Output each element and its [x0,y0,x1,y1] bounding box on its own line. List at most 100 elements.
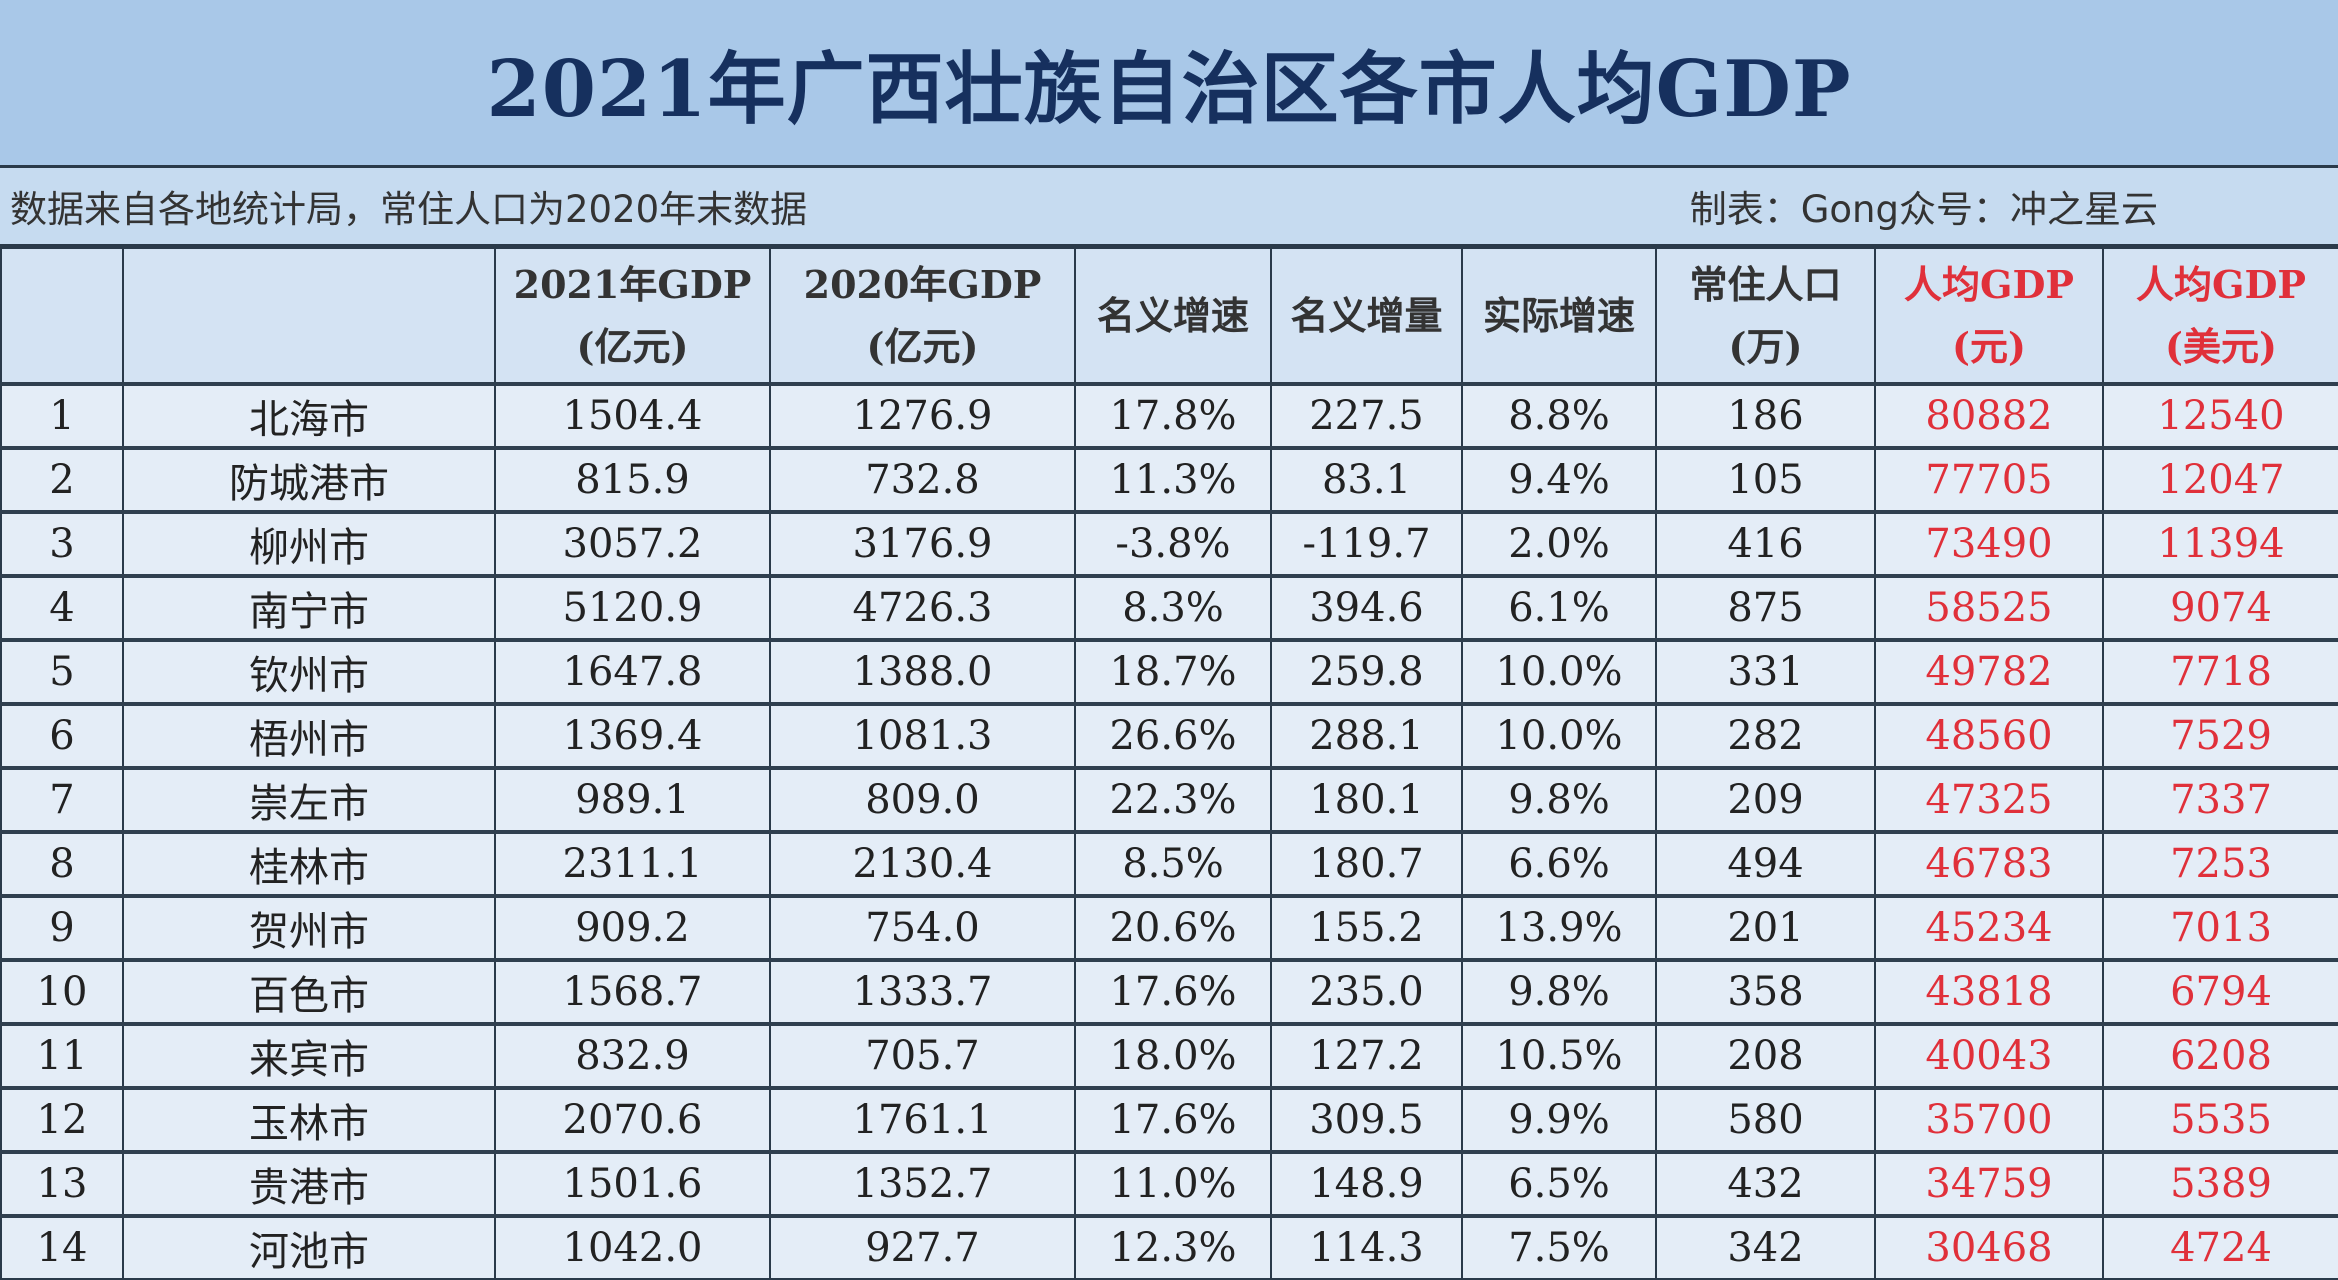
table-row: 4 南宁市 5120.9 4726.3 8.3% 394.6 6.1% 875 58525 907… [0,574,2338,641]
header-line1: 2020年GDP [803,261,1042,307]
table-row: 6 梧州市 1369.4 1081.3 26.6% 288.1 10.0% 282 48560 7… [0,702,2338,769]
header-line1: 常住人口 [1689,261,1842,307]
table-cell: 208 [1655,1022,1876,1089]
table-cell: 11394 [2102,510,2338,577]
table-row: 12 玉林市 2070.6 1761.1 17.6% 309.5 9.9% 580 35700 5… [0,1086,2338,1153]
table-cell: 12047 [2102,446,2338,513]
table-cell: 13 [0,1150,124,1217]
table-cell: 6.5% [1461,1150,1657,1217]
table-cell: 防城港市 [122,446,496,513]
table-cell: 180.1 [1270,766,1463,833]
table-cell: 127.2 [1270,1022,1463,1089]
table-cell: 百色市 [122,958,496,1025]
table-cell: 来宾市 [122,1022,496,1089]
table-row: 13 贵港市 1501.6 1352.7 11.0% 148.9 6.5% 432 34759 5… [0,1150,2338,1217]
source-note: 数据来自各地统计局，常住人口为2020年末数据 [10,188,808,231]
table-cell: 1333.7 [769,958,1076,1025]
table-cell: 309.5 [1270,1086,1463,1153]
table-cell: 17.6% [1074,958,1272,1025]
header-line1: 人均GDP [1904,261,2074,307]
table-cell: 2 [0,446,124,513]
table-cell: 288.1 [1270,702,1463,769]
table-cell: 432 [1655,1150,1876,1217]
table-row: 1 北海市 1504.4 1276.9 17.8% 227.5 8.8% 186 80882 12… [0,382,2338,449]
table-cell: 5 [0,638,124,705]
table-cell: 58525 [1874,574,2104,641]
table-cell: 1388.0 [769,638,1076,705]
table-cell: 2311.1 [494,830,771,897]
table-cell: 12540 [2102,382,2338,449]
table-cell: 45234 [1874,894,2104,961]
table-cell: 18.7% [1074,638,1272,705]
table-cell: 10.0% [1461,702,1657,769]
table-cell: 梧州市 [122,702,496,769]
table-cell: 34759 [1874,1150,2104,1217]
table-cell: 259.8 [1270,638,1463,705]
table-cell: 8 [0,830,124,897]
table-cell: 46783 [1874,830,2104,897]
header-line2: (美元) [2165,323,2277,369]
table-cell: 10.0% [1461,638,1657,705]
header-row: 2021年GDP (亿元) 2020年GDP (亿元) 名义增速 名义增量 实际增速 常住人口… [0,247,2338,385]
header-line1: 名义增速 [1096,292,1249,338]
table-cell: 玉林市 [122,1086,496,1153]
table-cell: 11.3% [1074,446,1272,513]
column-header: 实际增速 [1461,247,1657,385]
table-cell: 贺州市 [122,894,496,961]
table-cell: 40043 [1874,1022,2104,1089]
table-cell: 832.9 [494,1022,771,1089]
header-line2: (元) [1952,323,2026,369]
header-line1: 名义增量 [1290,292,1443,338]
table-cell: 7337 [2102,766,2338,833]
table-cell: 580 [1655,1086,1876,1153]
table-cell: 83.1 [1270,446,1463,513]
table-cell: 73490 [1874,510,2104,577]
table-row: 9 贺州市 909.2 754.0 20.6% 155.2 13.9% 201 45234 701… [0,894,2338,961]
table-cell: 180.7 [1270,830,1463,897]
table-cell: 17.8% [1074,382,1272,449]
header-line2: (亿元) [576,323,689,369]
table-cell: 6794 [2102,958,2338,1025]
table-cell: 8.3% [1074,574,1272,641]
table-cell: 4 [0,574,124,641]
table-cell: 9 [0,894,124,961]
table-cell: 1042.0 [494,1214,771,1280]
column-header: 名义增速 [1074,247,1272,385]
table-cell: 7253 [2102,830,2338,897]
table-cell: 2130.4 [769,830,1076,897]
gdp-table: 2021年GDP (亿元) 2020年GDP (亿元) 名义增速 名义增量 实际增速 常住人口… [0,247,2338,1280]
table-row: 7 崇左市 989.1 809.0 22.3% 180.1 9.8% 209 47325 7337 [0,766,2338,833]
table-cell: 815.9 [494,446,771,513]
table-cell: 26.6% [1074,702,1272,769]
table-cell: 3057.2 [494,510,771,577]
table-cell: 227.5 [1270,382,1463,449]
table-row: 11 来宾市 832.9 705.7 18.0% 127.2 10.5% 208 40043 62… [0,1022,2338,1089]
table-cell: 11.0% [1074,1150,1272,1217]
table-cell: 1276.9 [769,382,1076,449]
table-cell: 48560 [1874,702,2104,769]
table-cell: 河池市 [122,1214,496,1280]
table-cell: 186 [1655,382,1876,449]
table-cell: 10 [0,958,124,1025]
table-cell: 9.4% [1461,446,1657,513]
column-header: 2021年GDP (亿元) [494,247,771,385]
table-cell: 5120.9 [494,574,771,641]
page-title: 2021年广西壮族自治区各市人均GDP [0,0,2338,168]
table-cell: 4724 [2102,1214,2338,1280]
table-cell: 5535 [2102,1086,2338,1153]
table-row: 8 桂林市 2311.1 2130.4 8.5% 180.7 6.6% 494 46783 725… [0,830,2338,897]
table-cell: 989.1 [494,766,771,833]
table-cell: 114.3 [1270,1214,1463,1280]
table-cell: 35700 [1874,1086,2104,1153]
table-cell: 77705 [1874,446,2104,513]
table-cell: 9.8% [1461,766,1657,833]
table-cell: 8.5% [1074,830,1272,897]
column-header: 常住人口 (万) [1655,247,1876,385]
table-cell: 柳州市 [122,510,496,577]
table-cell: 331 [1655,638,1876,705]
table-cell: -3.8% [1074,510,1272,577]
subtitle-bar: 数据来自各地统计局，常住人口为2020年末数据 制表：Gong众号：冲之星云 [0,168,2338,247]
table-cell: 20.6% [1074,894,1272,961]
table-cell: 7.5% [1461,1214,1657,1280]
table-cell: 6.6% [1461,830,1657,897]
